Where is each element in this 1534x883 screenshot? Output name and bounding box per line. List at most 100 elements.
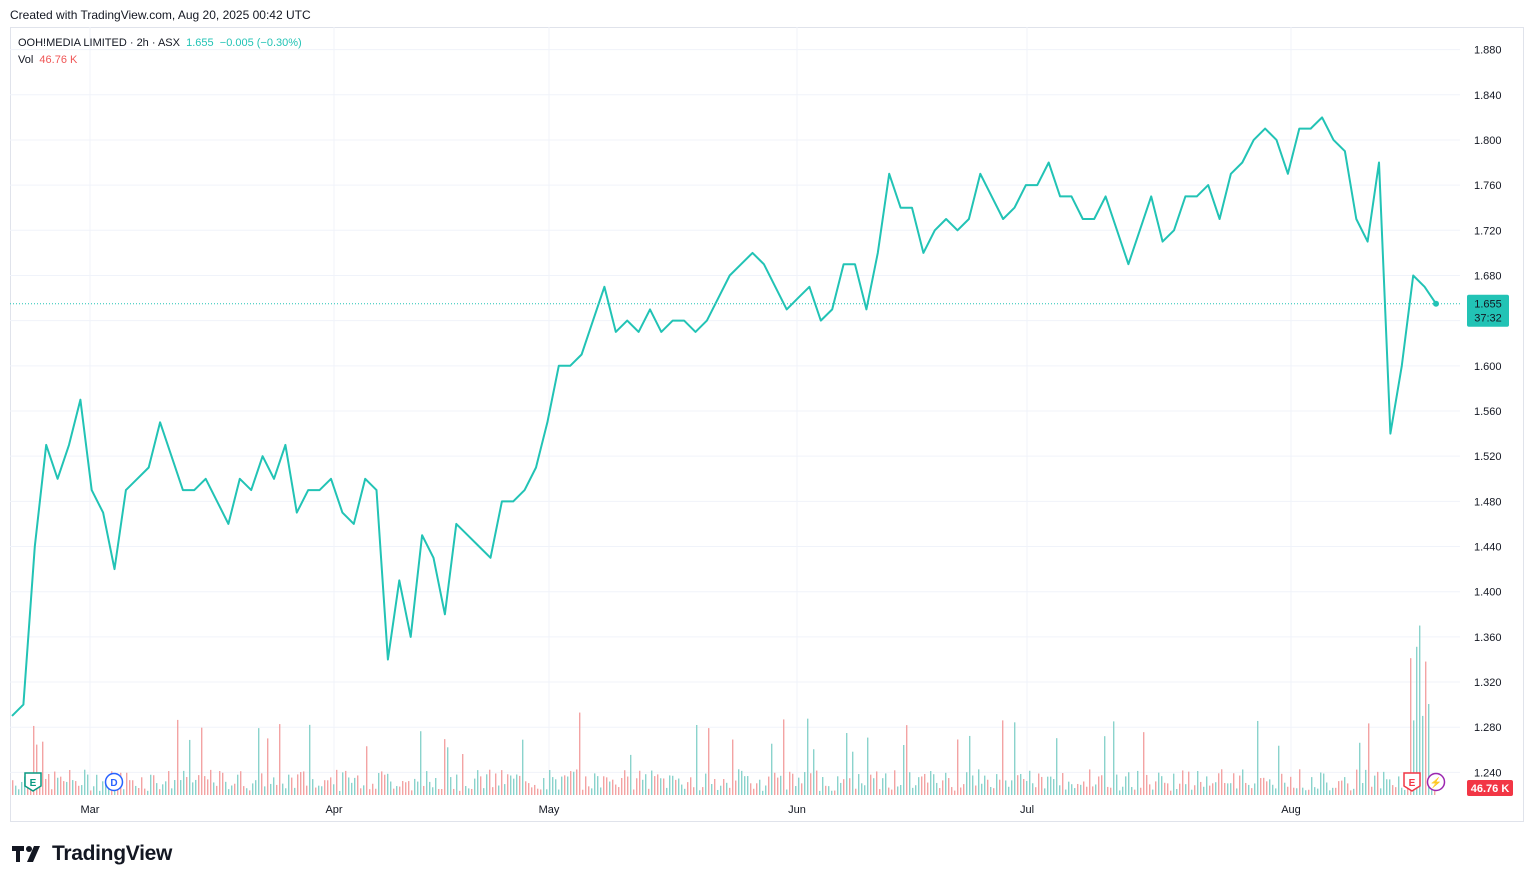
volume-bar (1050, 776, 1052, 795)
volume-bar (669, 775, 671, 795)
volume-bar (105, 780, 107, 795)
svg-text:⚡: ⚡ (1430, 776, 1442, 789)
legend-last: 1.655 (186, 37, 214, 49)
brand-name: TradingView (52, 842, 173, 865)
volume-bar (576, 769, 578, 795)
volume-bar (240, 771, 242, 795)
volume-bar (561, 776, 563, 795)
price-chart[interactable]: 1.8801.8401.8001.7601.7201.6801.6401.600… (10, 27, 1524, 822)
volume-bar (402, 781, 404, 795)
volume-bar (144, 788, 146, 795)
volume-bar (156, 783, 158, 795)
volume-bar (324, 780, 326, 795)
volume-bar (588, 786, 590, 795)
volume-bar (12, 780, 14, 795)
volume-bar (684, 788, 686, 795)
volume-bar (87, 774, 89, 795)
volume-bar (1251, 788, 1253, 795)
volume-bar (762, 790, 764, 795)
volume-bar (678, 778, 680, 795)
volume-bar (537, 788, 539, 795)
volume-bar (948, 778, 950, 795)
volume-bar (1419, 625, 1421, 795)
volume-bar (1188, 771, 1190, 795)
volume-bar (1317, 788, 1319, 795)
price-line (11, 116, 1437, 717)
volume-bar (1218, 773, 1220, 795)
volume-bar (471, 788, 473, 795)
legend-symbol[interactable]: OOH!MEDIA LIMITED · 2h · ASX (18, 37, 180, 49)
legend-symbol-row: OOH!MEDIA LIMITED · 2h · ASX 1.655 −0.00… (18, 35, 302, 52)
earnings-icon[interactable]: E (24, 772, 42, 792)
volume-bar (150, 774, 152, 795)
volume-bar (702, 787, 704, 795)
volume-bar (612, 779, 614, 795)
volume-bar (585, 776, 587, 795)
volume-bar (297, 774, 299, 795)
volume-bar (285, 788, 287, 795)
y-tick-label: 1.720 (1474, 225, 1502, 237)
volume-bar (357, 775, 359, 795)
event-markers: E D E ⚡ (24, 772, 1446, 792)
volume-bar (1299, 769, 1301, 795)
svg-text:E: E (1409, 778, 1416, 789)
volume-bar (1212, 783, 1214, 795)
volume-bar (1383, 771, 1385, 795)
volume-bar (1278, 745, 1280, 795)
volume-bar (48, 773, 50, 795)
volume-bar (1326, 782, 1328, 795)
x-tick-label: Aug (1281, 804, 1301, 816)
volume-bar (720, 785, 722, 795)
volume-bar (951, 787, 953, 795)
volume-bar (237, 774, 239, 795)
x-tick-label: May (539, 804, 560, 816)
volume-bar (615, 784, 617, 795)
volume-bar (1431, 786, 1433, 795)
x-tick-label: Jul (1020, 804, 1034, 816)
volume-bar (525, 781, 527, 795)
volume-bar (1410, 658, 1412, 795)
volume-bar (417, 781, 419, 795)
volume-bar (1203, 786, 1205, 795)
volume-bar (312, 779, 314, 795)
volume-bar (1041, 776, 1043, 795)
volume-bar (411, 790, 413, 795)
volume-bar (225, 781, 227, 795)
volume-bar (369, 789, 371, 795)
dividend-icon[interactable]: D (104, 772, 124, 792)
time-axis: Mar Apr May Jun Jul Aug (81, 804, 1301, 816)
volume-bar (867, 737, 869, 795)
volume-bar (771, 743, 773, 795)
volume-bar (96, 774, 98, 795)
volume-bar (606, 777, 608, 795)
tradingview-logo[interactable]: TradingView (12, 842, 172, 866)
svg-text:D: D (110, 778, 117, 789)
volume-bar (1176, 789, 1178, 795)
volume-bar (1236, 788, 1238, 795)
volume-bar (360, 788, 362, 795)
volume-bar (1374, 775, 1376, 795)
volume-bar (1116, 774, 1118, 795)
volume-bar (1074, 788, 1076, 795)
earnings-icon[interactable]: E (1403, 772, 1421, 792)
volume-bar (231, 785, 233, 795)
volume-bar (102, 781, 104, 795)
volume-bar (1197, 771, 1199, 795)
volume-bar (981, 783, 983, 795)
volume-bar (1377, 771, 1379, 795)
volume-bar (1356, 769, 1358, 795)
volume-bar (900, 784, 902, 795)
volume-bar (438, 788, 440, 795)
legend-vol-label[interactable]: Vol (18, 54, 34, 66)
volume-bar (909, 772, 911, 795)
volume-bar (738, 769, 740, 795)
volume-bar (1416, 646, 1418, 795)
volume-bar (72, 780, 74, 795)
volume-bar (663, 778, 665, 795)
volume-bar (807, 718, 809, 795)
volume-bar (876, 771, 878, 795)
volume-bar (570, 771, 572, 795)
volume-bar (1422, 715, 1424, 795)
lightning-icon[interactable]: ⚡ (1426, 772, 1446, 792)
legend-volume-row: Vol 46.76 K (18, 52, 302, 69)
